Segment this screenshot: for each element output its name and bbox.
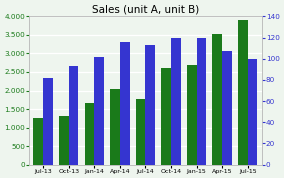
Title: Sales (unit A, unit B): Sales (unit A, unit B) [92,4,199,14]
Bar [120,42,130,165]
Bar [161,67,171,165]
Bar [238,20,248,165]
Bar [94,57,104,165]
Bar [145,45,155,165]
Bar [43,78,53,165]
Bar [171,38,181,165]
Bar [197,38,206,165]
Bar [110,89,120,165]
Bar [34,118,43,165]
Bar [212,34,222,165]
Bar [248,59,257,165]
Bar [85,103,94,165]
Bar [187,65,197,165]
Bar [222,51,232,165]
Bar [59,116,69,165]
Bar [136,99,145,165]
Bar [69,66,78,165]
